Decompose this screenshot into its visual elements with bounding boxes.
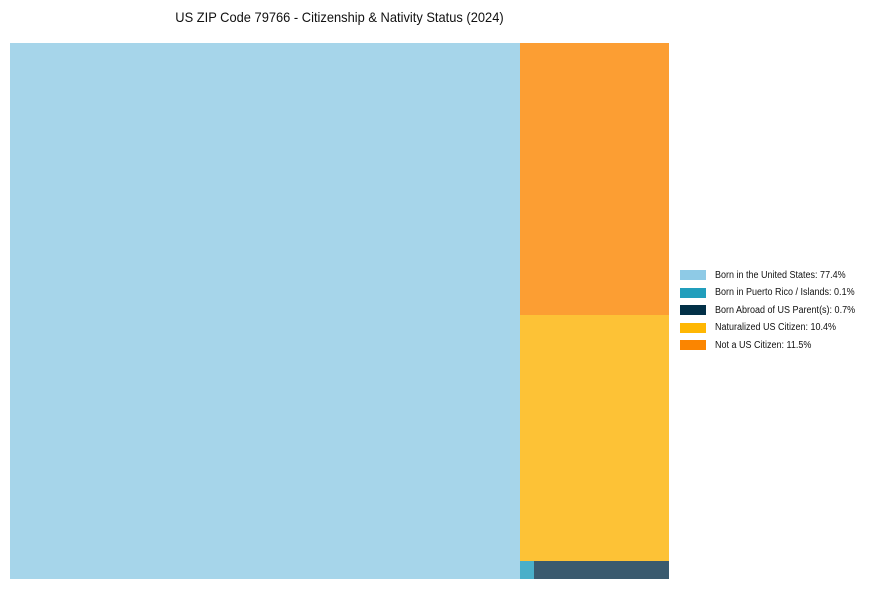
tile-born-us — [10, 43, 520, 579]
legend-label: Born Abroad of US Parent(s): 0.7% — [715, 304, 856, 316]
legend: Born in the United States: 77.4% Born in… — [680, 267, 871, 355]
legend-item: Not a US Citizen: 11.5% — [680, 337, 871, 353]
legend-swatch — [680, 270, 706, 280]
legend-item: Born in the United States: 77.4% — [680, 267, 871, 283]
tile-naturalized — [520, 315, 669, 561]
legend-swatch — [680, 305, 706, 315]
legend-item: Naturalized US Citizen: 10.4% — [680, 320, 871, 336]
legend-label: Born in the United States: 77.4% — [715, 269, 846, 281]
legend-item: Born in Puerto Rico / Islands: 0.1% — [680, 285, 871, 301]
legend-swatch — [680, 340, 706, 350]
legend-label: Born in Puerto Rico / Islands: 0.1% — [715, 287, 855, 298]
legend-item: Born Abroad of US Parent(s): 0.7% — [680, 302, 871, 318]
chart-title: US ZIP Code 79766 - Citizenship & Nativi… — [175, 9, 504, 25]
tile-puerto-rico — [520, 561, 534, 579]
tile-born-abroad — [534, 561, 669, 579]
tile-not-citizen — [520, 43, 669, 315]
legend-label: Not a US Citizen: 11.5% — [715, 339, 812, 351]
legend-swatch — [680, 322, 706, 333]
legend-label: Naturalized US Citizen: 10.4% — [715, 322, 837, 333]
legend-swatch — [680, 287, 706, 298]
